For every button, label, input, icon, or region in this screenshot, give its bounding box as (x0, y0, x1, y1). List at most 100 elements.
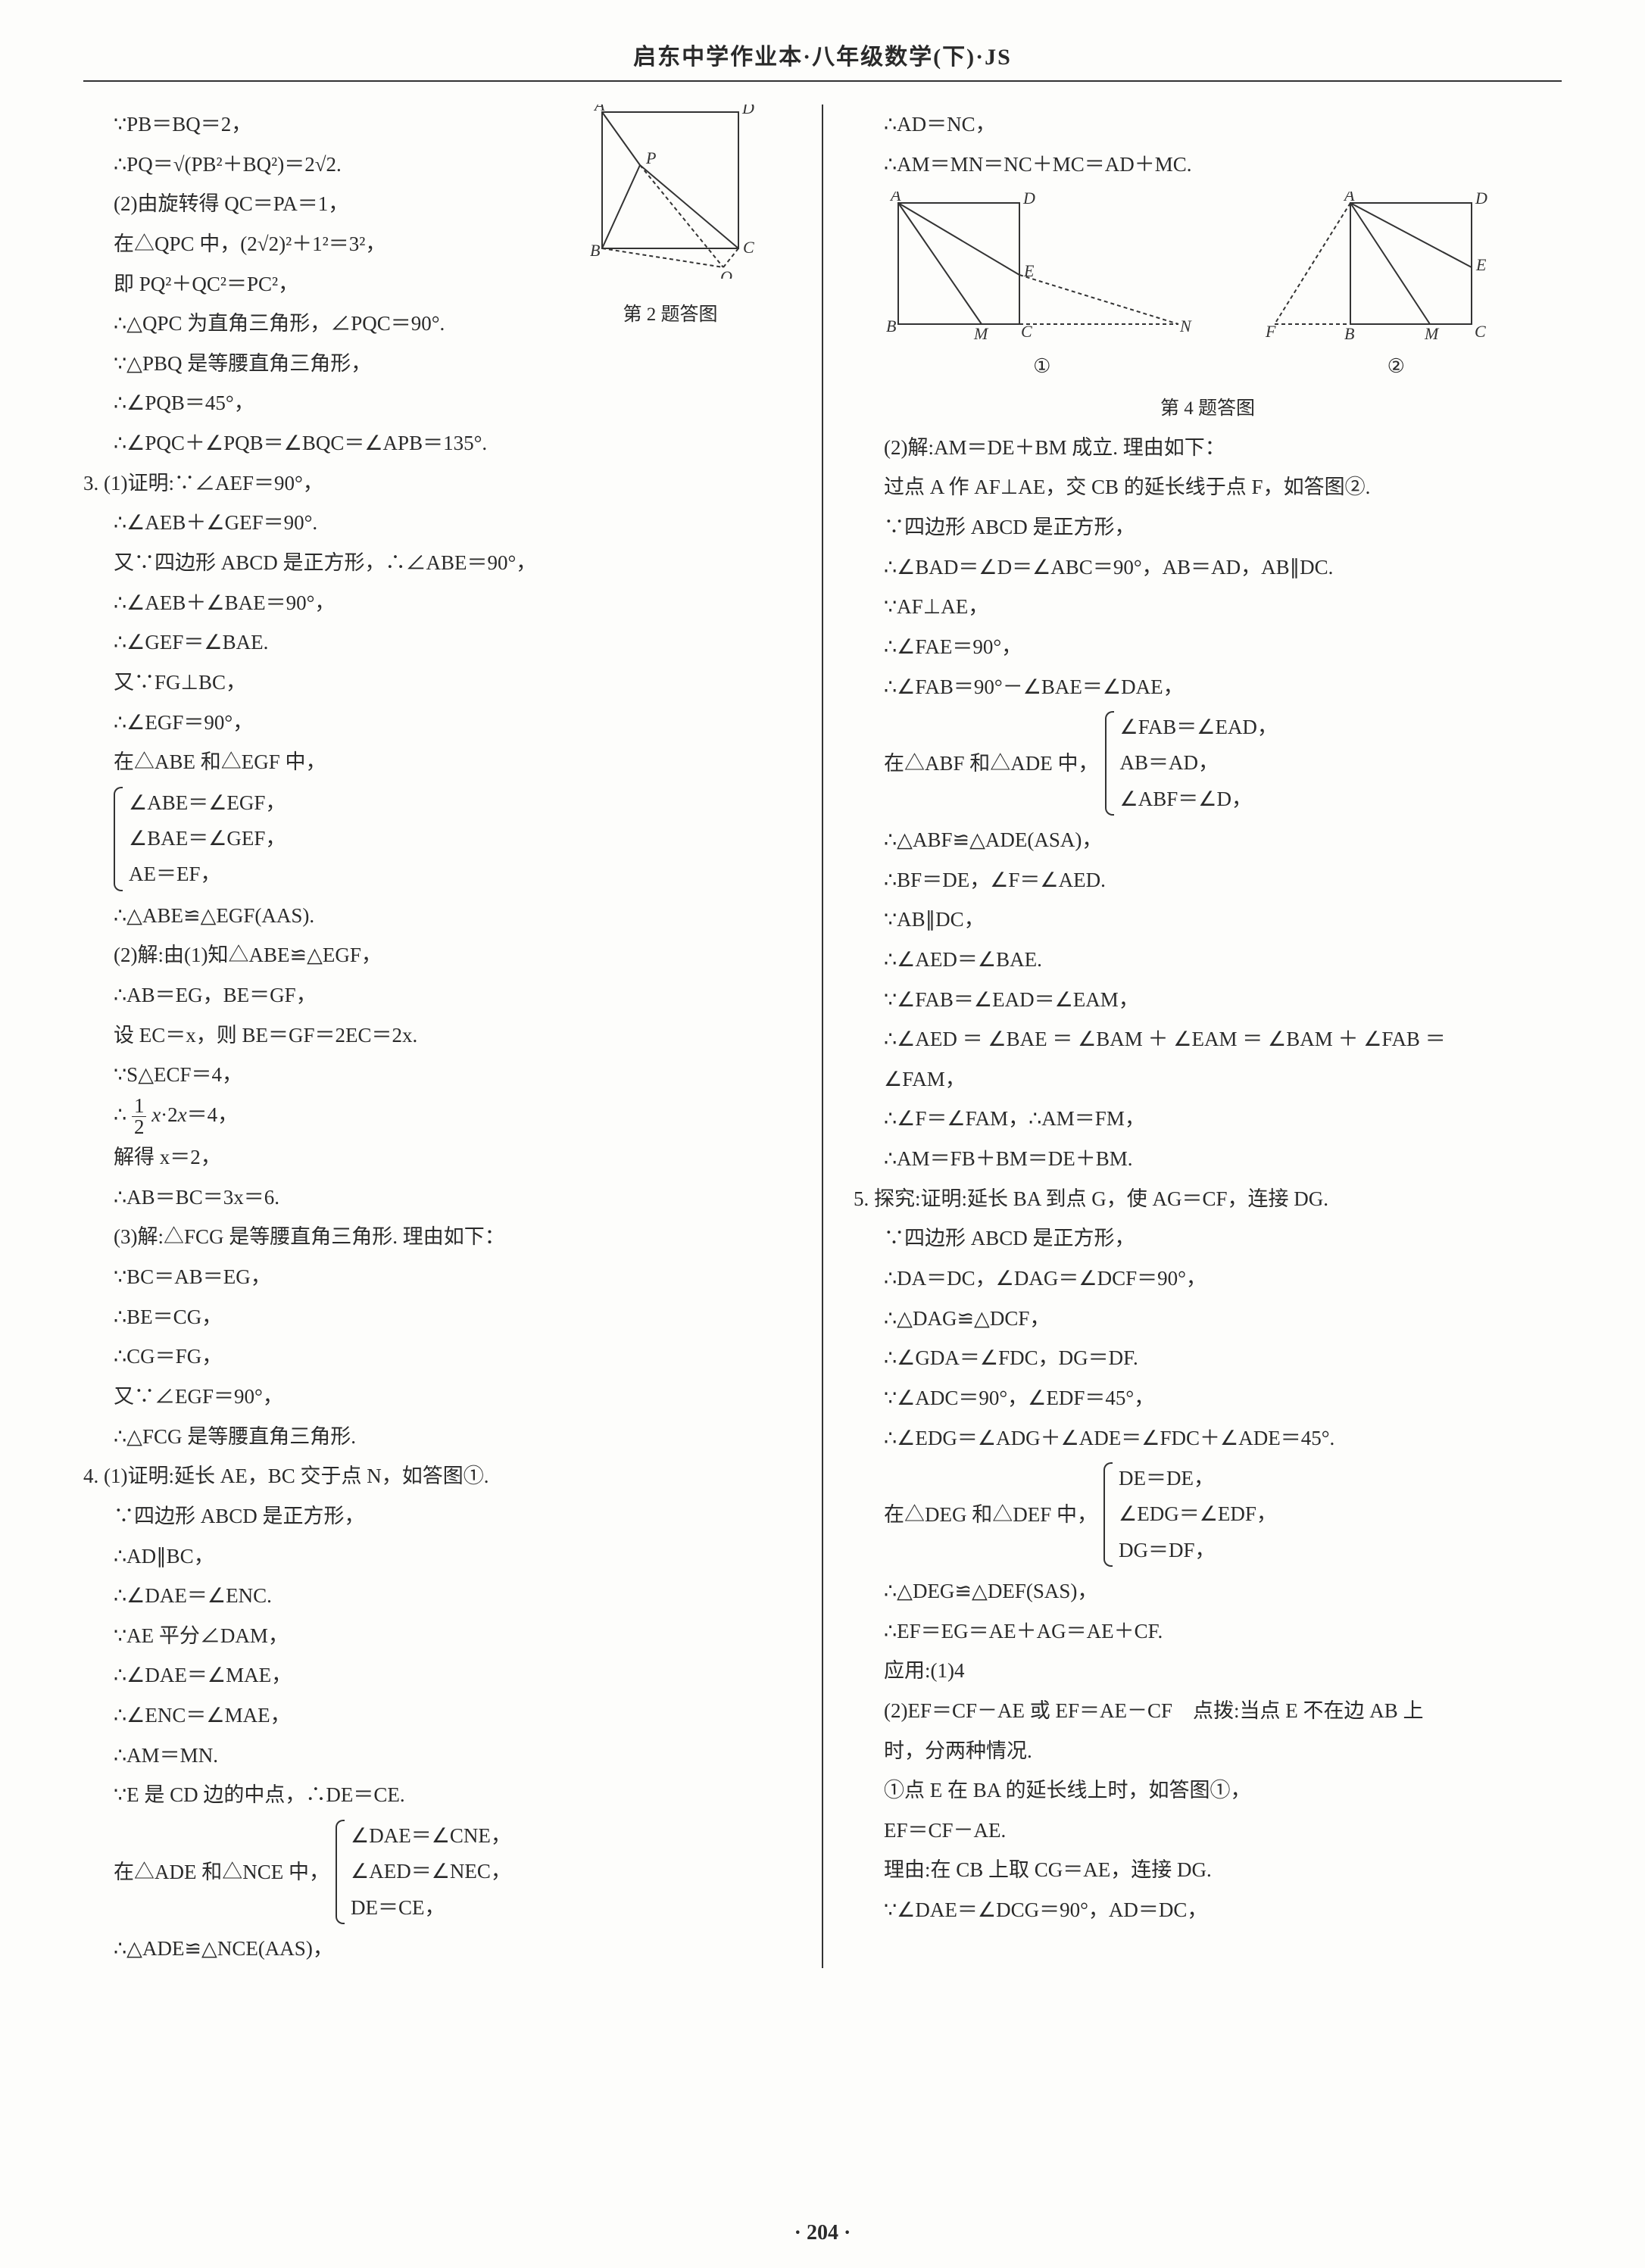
text-line: 设 EC＝x，则 BE＝GF＝2EC＝2x. (83, 1015, 791, 1056)
svg-text:A: A (889, 192, 901, 204)
text-line: ∴∠EDG＝∠ADG＋∠ADE＝∠FDC＋∠ADE＝45°. (854, 1418, 1562, 1458)
brace-left (1103, 1462, 1113, 1567)
text-line: ∴AM＝MN. (83, 1736, 791, 1776)
right-column: ∴AD＝NC，∴AM＝MN＝NC＋MC＝AD＋MC. AD BC EM N AD… (854, 105, 1562, 1968)
figure-q4: AD BC EM N AD BC EM F ①②第 4 题答图 (854, 192, 1562, 427)
text-line: ∵∠FAB＝∠EAD＝∠EAM， (854, 980, 1562, 1020)
text-line: 解得 x＝2， (83, 1137, 791, 1178)
text-line: ∴∠AED＝∠BAE. (854, 940, 1562, 980)
text-line: ∴AD＝NC， (854, 105, 1562, 145)
text-line: 过点 A 作 AF⊥AE，交 CB 的延长线于点 F，如答图②. (854, 467, 1562, 507)
left-column: A D B C P Q 第 2 题答图 ∵PB＝BQ＝2，∴PQ＝√(PB²＋B… (83, 105, 791, 1968)
text-line: (2)EF＝CF－AE 或 EF＝AE－CF 点拨:当点 E 不在边 AB 上 (854, 1691, 1562, 1731)
figure-q2: A D B C P Q 第 2 题答图 (557, 105, 784, 333)
text-line: ∵AE 平分∠DAM， (83, 1616, 791, 1656)
svg-text:C: C (1021, 322, 1032, 341)
text-line: 又∵四边形 ABCD 是正方形，∴∠ABE＝90°， (83, 543, 791, 583)
text-line: 在△ABE 和△EGF 中， (83, 742, 791, 782)
text-line: 又∵FG⊥BC， (83, 663, 791, 703)
text-line: ∴∠PQB＝45°， (83, 383, 791, 423)
brace-prefix: 在△ADE 和△NCE 中， (114, 1852, 329, 1892)
text-line: ∴∠ENC＝∠MAE， (83, 1696, 791, 1736)
text-line: ①点 E 在 BA 的延长线上时，如答图①， (854, 1770, 1562, 1811)
text-line: 又∵∠EGF＝90°， (83, 1377, 791, 1417)
text-line: ∠FAM， (854, 1059, 1562, 1100)
label-P: P (645, 148, 656, 167)
figure-q4-sub2: AD BC EM F (1252, 192, 1540, 343)
brace-content: ∠DAE＝∠CNE，∠AED＝∠NEC，DE＝CE， (345, 1818, 511, 1926)
text-line: (3)解:△FCG 是等腰直角三角形. 理由如下： (83, 1217, 791, 1257)
content-columns: A D B C P Q 第 2 题答图 ∵PB＝BQ＝2，∴PQ＝√(PB²＋B… (83, 105, 1562, 1968)
text-line: ∴∠F＝∠FAM，∴AM＝FM， (854, 1099, 1562, 1139)
text-line: ∴∠GDA＝∠FDC，DG＝DF. (854, 1338, 1562, 1378)
brace-content: DE＝DE，∠EDG＝∠EDF，DG＝DF， (1113, 1461, 1277, 1568)
figure-q2-caption: 第 2 题答图 (557, 297, 784, 334)
text-line: ∴∠EGF＝90°， (83, 703, 791, 743)
text-line: ∴AB＝EG，BE＝GF， (83, 975, 791, 1015)
text-line: ∴CG＝FG， (83, 1337, 791, 1377)
text-line: 应用:(1)4 (854, 1651, 1562, 1691)
text-line: ∴AM＝MN＝NC＋MC＝AD＋MC. (854, 145, 1562, 185)
brace-left (114, 787, 123, 891)
text-line: ∴AD∥BC， (83, 1536, 791, 1577)
text-line: ∴∠GEF＝∠BAE. (83, 622, 791, 663)
text-line: ∴∠BAD＝∠D＝∠ABC＝90°，AB＝AD，AB∥DC. (854, 548, 1562, 588)
text-line: ∵E 是 CD 边的中点，∴DE＝CE. (83, 1775, 791, 1815)
brace-line: ∠BAE＝∠GEF， (129, 821, 286, 856)
brace-content: ∠FAB＝∠EAD，AB＝AD，∠ABF＝∠D， (1114, 710, 1278, 817)
text-line: ∴△DAG≌△DCF， (854, 1299, 1562, 1339)
svg-text:C: C (1475, 322, 1486, 341)
text-line: ∴∠DAE＝∠ENC. (83, 1576, 791, 1616)
figure-q4-caption: 第 4 题答图 (854, 391, 1562, 428)
brace-prefix: 在△DEG 和△DEF 中， (884, 1495, 1097, 1535)
brace-group: DE＝DE，∠EDG＝∠EDF，DG＝DF， (1103, 1461, 1277, 1568)
text-line: 在△ADE 和△NCE 中， ∠DAE＝∠CNE，∠AED＝∠NEC，DE＝CE， (83, 1815, 791, 1929)
svg-text:E: E (1023, 261, 1035, 280)
svg-text:B: B (1344, 324, 1354, 343)
label-Q: Q (720, 267, 732, 279)
svg-text:D: D (1475, 192, 1487, 207)
text-line: ∴△ABF≌△ADE(ASA)， (854, 820, 1562, 860)
text-line: ∵四边形 ABCD 是正方形， (83, 1496, 791, 1536)
text-line: ∴BF＝DE，∠F＝∠AED. (854, 860, 1562, 900)
text-line: 理由:在 CB 上取 CG＝AE，连接 DG. (854, 1850, 1562, 1890)
brace-left (336, 1820, 345, 1924)
text-line: (2)解:AM＝DE＋BM 成立. 理由如下： (854, 428, 1562, 468)
text-line: ∴AM＝FB＋BM＝DE＋BM. (854, 1139, 1562, 1179)
text-line: ∴∠AED ＝ ∠BAE ＝ ∠BAM ＋ ∠EAM ＝ ∠BAM ＋ ∠FAB… (854, 1019, 1562, 1059)
brace-line: ∠ABF＝∠D， (1120, 781, 1278, 817)
text-line: 在△ABF 和△ADE 中，∠FAB＝∠EAD，AB＝AD，∠ABF＝∠D， (854, 707, 1562, 820)
svg-text:E: E (1475, 255, 1487, 274)
figure-q4-row: AD BC EM N AD BC EM F (854, 192, 1562, 343)
text-line: ∵BC＝AB＝EG， (83, 1257, 791, 1297)
text-line: ∵△PBQ 是等腰直角三角形， (83, 344, 791, 384)
page-number: · 204 · (0, 2221, 1645, 2245)
text-line: ∴∠DAE＝∠MAE， (83, 1655, 791, 1696)
text-line: ∴EF＝EG＝AE＋AG＝AE＋CF. (854, 1611, 1562, 1652)
figure-q2-svg: A D B C P Q (572, 105, 769, 279)
text-line: ∵四边形 ABCD 是正方形， (854, 507, 1562, 548)
text-line: ∴DA＝DC，∠DAG＝∠DCF＝90°， (854, 1259, 1562, 1299)
text-line: ∴BE＝CG， (83, 1297, 791, 1337)
sublabel-2: ② (1252, 348, 1540, 386)
text-line: ∵四边形 ABCD 是正方形， (854, 1218, 1562, 1259)
text-line: ∴△DEG≌△DEF(SAS)， (854, 1571, 1562, 1611)
label-D: D (741, 105, 754, 117)
text-line: ∵AB∥DC， (854, 900, 1562, 940)
brace-line: DE＝CE， (351, 1890, 511, 1926)
figure-q4-sub1: AD BC EM N (876, 192, 1209, 343)
page-header: 启东中学作业本·八年级数学(下)·JS (83, 38, 1562, 82)
text-line: ∵S△ECF＝4， (83, 1055, 791, 1095)
brace-group: ∠DAE＝∠CNE，∠AED＝∠NEC，DE＝CE， (336, 1818, 511, 1926)
brace-line: DG＝DF， (1119, 1533, 1277, 1568)
brace-content: ∠ABE＝∠EGF，∠BAE＝∠GEF，AE＝EF， (123, 785, 286, 893)
brace-line: ∠DAE＝∠CNE， (351, 1818, 511, 1854)
text-line: 5. 探究:证明:延长 BA 到点 G，使 AG＝CF，连接 DG. (854, 1179, 1562, 1219)
text-line: 在△DEG 和△DEF 中， DE＝DE，∠EDG＝∠EDF，DG＝DF， (854, 1458, 1562, 1571)
text-line: ∴∠AEB＋∠BAE＝90°， (83, 583, 791, 623)
brace-line: ∠ABE＝∠EGF， (129, 785, 286, 821)
text-line: 时，分两种情况. (854, 1731, 1562, 1771)
brace-line: AB＝AD， (1120, 745, 1278, 781)
svg-text:M: M (973, 324, 989, 343)
text-line: ∴∠AEB＋∠GEF＝90°. (83, 503, 791, 543)
